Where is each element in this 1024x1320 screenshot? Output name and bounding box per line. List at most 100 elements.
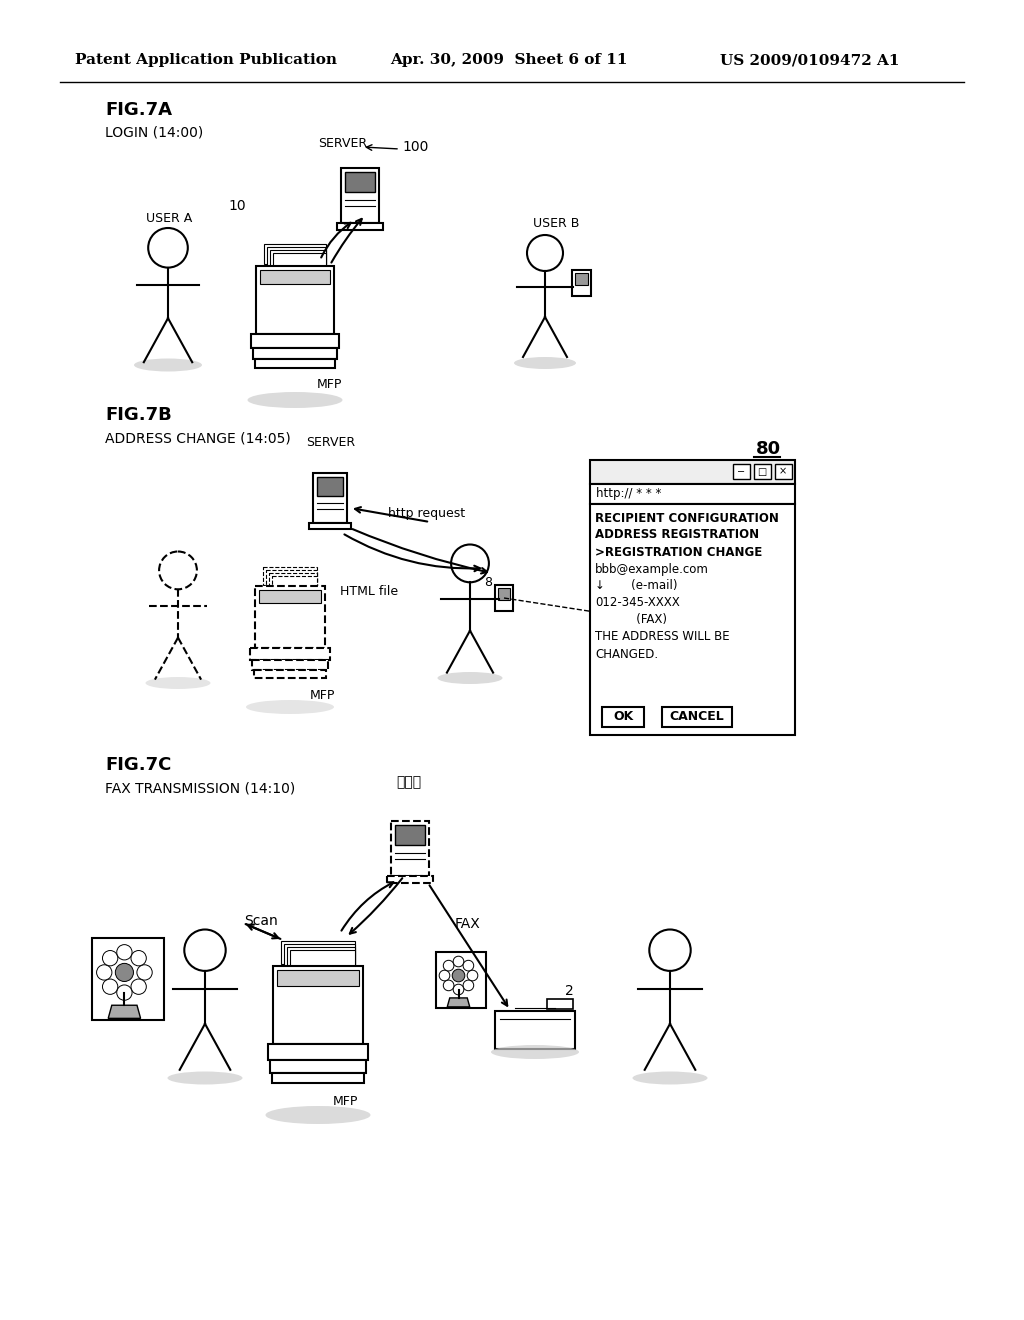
Text: SERVER: SERVER [318, 137, 368, 150]
Text: >REGISTRATION CHANGE: >REGISTRATION CHANGE [595, 545, 762, 558]
Text: 100: 100 [402, 140, 428, 154]
Text: THE ADDRESS WILL BE: THE ADDRESS WILL BE [595, 631, 730, 644]
Bar [250, 648, 330, 660]
Bar [282, 941, 355, 964]
Bar [345, 172, 375, 193]
Bar [775, 465, 792, 479]
Text: http:// * * *: http:// * * * [596, 487, 662, 500]
Text: 80: 80 [756, 440, 781, 458]
Circle shape [102, 979, 118, 994]
Bar [309, 523, 351, 529]
Text: −: − [737, 466, 745, 477]
Text: FAX: FAX [455, 917, 480, 931]
Bar [251, 334, 339, 348]
Circle shape [439, 970, 450, 981]
Bar [313, 474, 347, 523]
Text: ADDRESS REGISTRATION: ADDRESS REGISTRATION [595, 528, 759, 541]
Bar [268, 1044, 368, 1060]
Text: ×: × [779, 466, 787, 477]
Circle shape [467, 970, 478, 981]
Bar [273, 253, 326, 273]
Bar [270, 1060, 366, 1073]
Bar [266, 570, 317, 587]
Bar [272, 576, 317, 594]
Bar [269, 573, 317, 590]
Ellipse shape [134, 359, 202, 371]
Text: FAX TRANSMISSION (14:10): FAX TRANSMISSION (14:10) [105, 781, 295, 795]
Circle shape [102, 950, 118, 966]
Circle shape [463, 961, 474, 972]
Bar [590, 484, 795, 504]
Bar [284, 944, 355, 966]
Bar [267, 247, 326, 267]
Bar [436, 952, 486, 1008]
Circle shape [463, 979, 474, 991]
Bar [387, 875, 433, 883]
Ellipse shape [265, 1106, 371, 1125]
Bar [264, 244, 326, 264]
Text: LOGIN (14:00): LOGIN (14:00) [105, 125, 203, 140]
Circle shape [454, 956, 464, 966]
Ellipse shape [145, 677, 211, 689]
Bar [290, 949, 355, 973]
Ellipse shape [248, 392, 342, 408]
Ellipse shape [490, 1045, 579, 1059]
Circle shape [117, 985, 132, 1001]
Bar [92, 939, 164, 1020]
Bar [260, 271, 330, 284]
Bar [256, 267, 334, 334]
Bar [253, 348, 337, 359]
Bar [495, 1011, 575, 1049]
Text: CHANGED.: CHANGED. [595, 648, 658, 660]
Bar [495, 585, 513, 611]
Bar [590, 504, 795, 735]
Bar [255, 359, 335, 368]
Circle shape [116, 964, 133, 982]
Text: USER B: USER B [534, 216, 580, 230]
Text: MFP: MFP [317, 378, 342, 391]
Bar [547, 999, 573, 1008]
Bar [662, 708, 732, 727]
Ellipse shape [246, 700, 334, 714]
Circle shape [131, 979, 146, 994]
Ellipse shape [514, 356, 575, 370]
Text: □: □ [758, 466, 767, 477]
Bar [252, 660, 328, 671]
Text: USER A: USER A [146, 213, 193, 224]
Circle shape [137, 965, 153, 981]
Bar [270, 249, 326, 271]
Bar [574, 273, 588, 285]
Bar [341, 168, 379, 223]
Text: Patent Application Publication: Patent Application Publication [75, 53, 337, 67]
Bar [259, 590, 322, 603]
Bar [278, 970, 358, 986]
Ellipse shape [633, 1072, 708, 1085]
Circle shape [117, 945, 132, 960]
Text: MFP: MFP [310, 689, 336, 702]
Text: 8: 8 [484, 576, 492, 589]
Text: OK: OK [613, 710, 633, 723]
Text: (FAX): (FAX) [595, 614, 667, 627]
Bar [337, 223, 383, 230]
Bar [602, 708, 644, 727]
Bar [272, 1073, 364, 1084]
Text: SERVER: SERVER [306, 436, 355, 449]
Text: Apr. 30, 2009  Sheet 6 of 11: Apr. 30, 2009 Sheet 6 of 11 [390, 53, 628, 67]
Text: MFP: MFP [333, 1096, 358, 1107]
Text: 2: 2 [565, 983, 573, 998]
Bar [733, 465, 750, 479]
Text: ADDRESS CHANGE (14:05): ADDRESS CHANGE (14:05) [105, 432, 291, 445]
Bar [255, 586, 325, 648]
Polygon shape [109, 1006, 140, 1018]
Bar [254, 671, 326, 678]
Text: HTML file: HTML file [340, 585, 398, 598]
Bar [571, 269, 591, 296]
Text: http request: http request [388, 507, 465, 520]
Bar [590, 459, 795, 484]
Text: 012-345-XXXX: 012-345-XXXX [595, 597, 680, 610]
Bar [754, 465, 771, 479]
Text: 10: 10 [228, 199, 246, 213]
Bar [391, 821, 429, 875]
Circle shape [454, 985, 464, 995]
Text: RECIPIENT CONFIGURATION: RECIPIENT CONFIGURATION [595, 511, 779, 524]
